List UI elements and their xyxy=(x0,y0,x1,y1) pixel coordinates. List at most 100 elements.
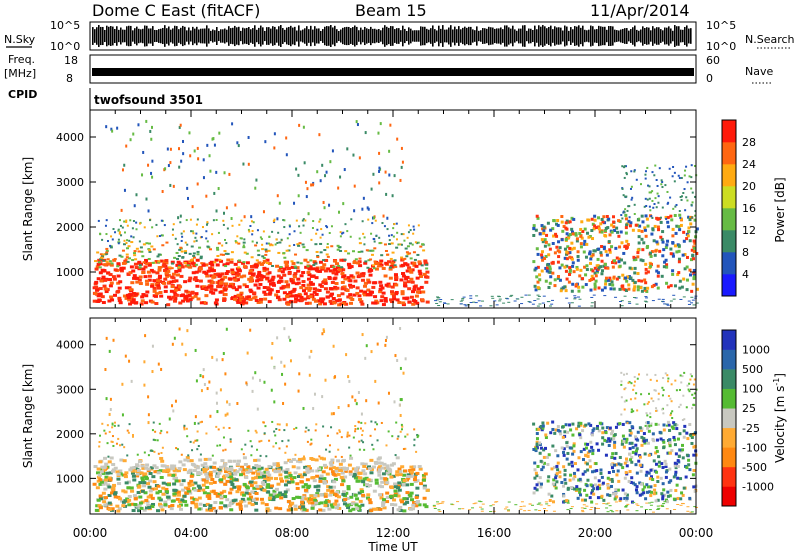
power-cell xyxy=(551,271,555,275)
power-cell xyxy=(694,210,697,213)
power-cell xyxy=(306,283,311,287)
nsky-bar xyxy=(336,29,338,43)
power-cell xyxy=(418,272,423,276)
nsky-bar xyxy=(220,29,222,43)
power-cell xyxy=(230,251,234,254)
velocity-cell xyxy=(668,428,672,432)
power-cell xyxy=(305,249,309,252)
power-cell xyxy=(125,253,129,256)
power-cell xyxy=(671,254,675,258)
velocity-cell xyxy=(404,435,407,438)
power-cell xyxy=(599,222,603,226)
power-cell xyxy=(686,199,689,202)
power-cell xyxy=(125,221,128,224)
power-cell xyxy=(312,220,315,223)
power-cell xyxy=(239,275,244,279)
power-cell xyxy=(579,245,583,249)
velocity-cell xyxy=(138,495,143,499)
velocity-cell xyxy=(579,423,583,427)
power-cell xyxy=(564,221,568,225)
velocity-cell xyxy=(396,437,399,440)
velocity-cell xyxy=(660,504,664,506)
power-cell xyxy=(553,251,557,255)
power-cell xyxy=(337,268,342,272)
velocity-cell xyxy=(261,482,266,486)
velocity-cell xyxy=(649,504,653,506)
power-cell xyxy=(692,249,696,253)
power-cell xyxy=(302,125,305,129)
velocity-cell xyxy=(649,412,652,415)
velocity-cell xyxy=(682,486,686,490)
power-cell xyxy=(536,216,540,220)
velocity-cell xyxy=(355,479,360,483)
power-cell xyxy=(538,232,542,236)
nsky-bar xyxy=(290,25,292,47)
nsky-bar xyxy=(432,25,434,47)
power-cell xyxy=(636,272,640,276)
velocity-cell xyxy=(640,506,644,508)
velocity-cell xyxy=(293,471,298,475)
power-cell xyxy=(491,297,495,299)
power-cell xyxy=(206,143,209,147)
power-cell xyxy=(194,292,199,296)
velocity-cell xyxy=(638,493,642,497)
power-cell xyxy=(532,233,536,237)
velocity-cell xyxy=(95,471,100,475)
power-cell xyxy=(548,265,552,269)
velocity-cell xyxy=(562,447,566,451)
power-cell xyxy=(661,298,665,300)
power-cell xyxy=(691,216,694,219)
power-cell xyxy=(650,250,654,254)
velocity-cell xyxy=(568,478,572,482)
velocity-cell xyxy=(659,505,663,507)
power-cell xyxy=(212,137,215,141)
power-cell xyxy=(298,225,301,228)
power-cell xyxy=(262,269,267,273)
nsky-bar xyxy=(588,29,590,43)
velocity-cell xyxy=(566,509,570,511)
power-cell xyxy=(278,241,282,244)
power-cell xyxy=(680,285,684,289)
power-cell xyxy=(581,229,585,233)
velocity-cell xyxy=(357,390,360,394)
velocity-cell xyxy=(422,484,427,488)
nsky-bar xyxy=(156,30,158,42)
power-cell xyxy=(536,305,540,307)
power-cell xyxy=(105,219,108,222)
power-cell xyxy=(174,269,179,273)
velocity-ytick-label: 3000 xyxy=(56,383,84,396)
velocity-cell xyxy=(311,504,316,508)
freq-tick-bottom: 8 xyxy=(66,72,73,85)
velocity-cell xyxy=(416,436,419,439)
power-cell xyxy=(435,302,439,304)
nsky-bar xyxy=(332,27,334,45)
power-cell xyxy=(630,185,633,188)
power-cell xyxy=(609,287,613,291)
velocity-cell xyxy=(204,472,209,476)
power-cell xyxy=(161,234,164,237)
power-cell xyxy=(380,254,384,257)
power-cell xyxy=(658,217,662,221)
velocity-cell xyxy=(282,493,287,497)
velocity-cell xyxy=(572,477,576,481)
velocity-cell xyxy=(341,459,346,463)
velocity-cell xyxy=(338,429,341,432)
power-cell xyxy=(177,267,182,271)
power-cell xyxy=(675,250,679,254)
velocity-cell xyxy=(109,408,112,412)
power-cell xyxy=(362,232,365,235)
velocity-cell xyxy=(349,456,354,460)
velocity-cell xyxy=(288,473,293,477)
velocity-cell xyxy=(194,505,199,509)
velocity-cell xyxy=(620,380,623,383)
power-cell xyxy=(199,301,204,305)
power-cell xyxy=(363,243,366,246)
nsky-bar xyxy=(460,29,462,43)
power-cell xyxy=(524,294,528,296)
velocity-cell xyxy=(131,435,134,438)
velocity-cell xyxy=(135,504,140,508)
velocity-cell xyxy=(322,480,327,484)
velocity-cell xyxy=(229,472,234,476)
nsky-bar xyxy=(376,29,378,43)
velocity-cell xyxy=(372,448,375,451)
